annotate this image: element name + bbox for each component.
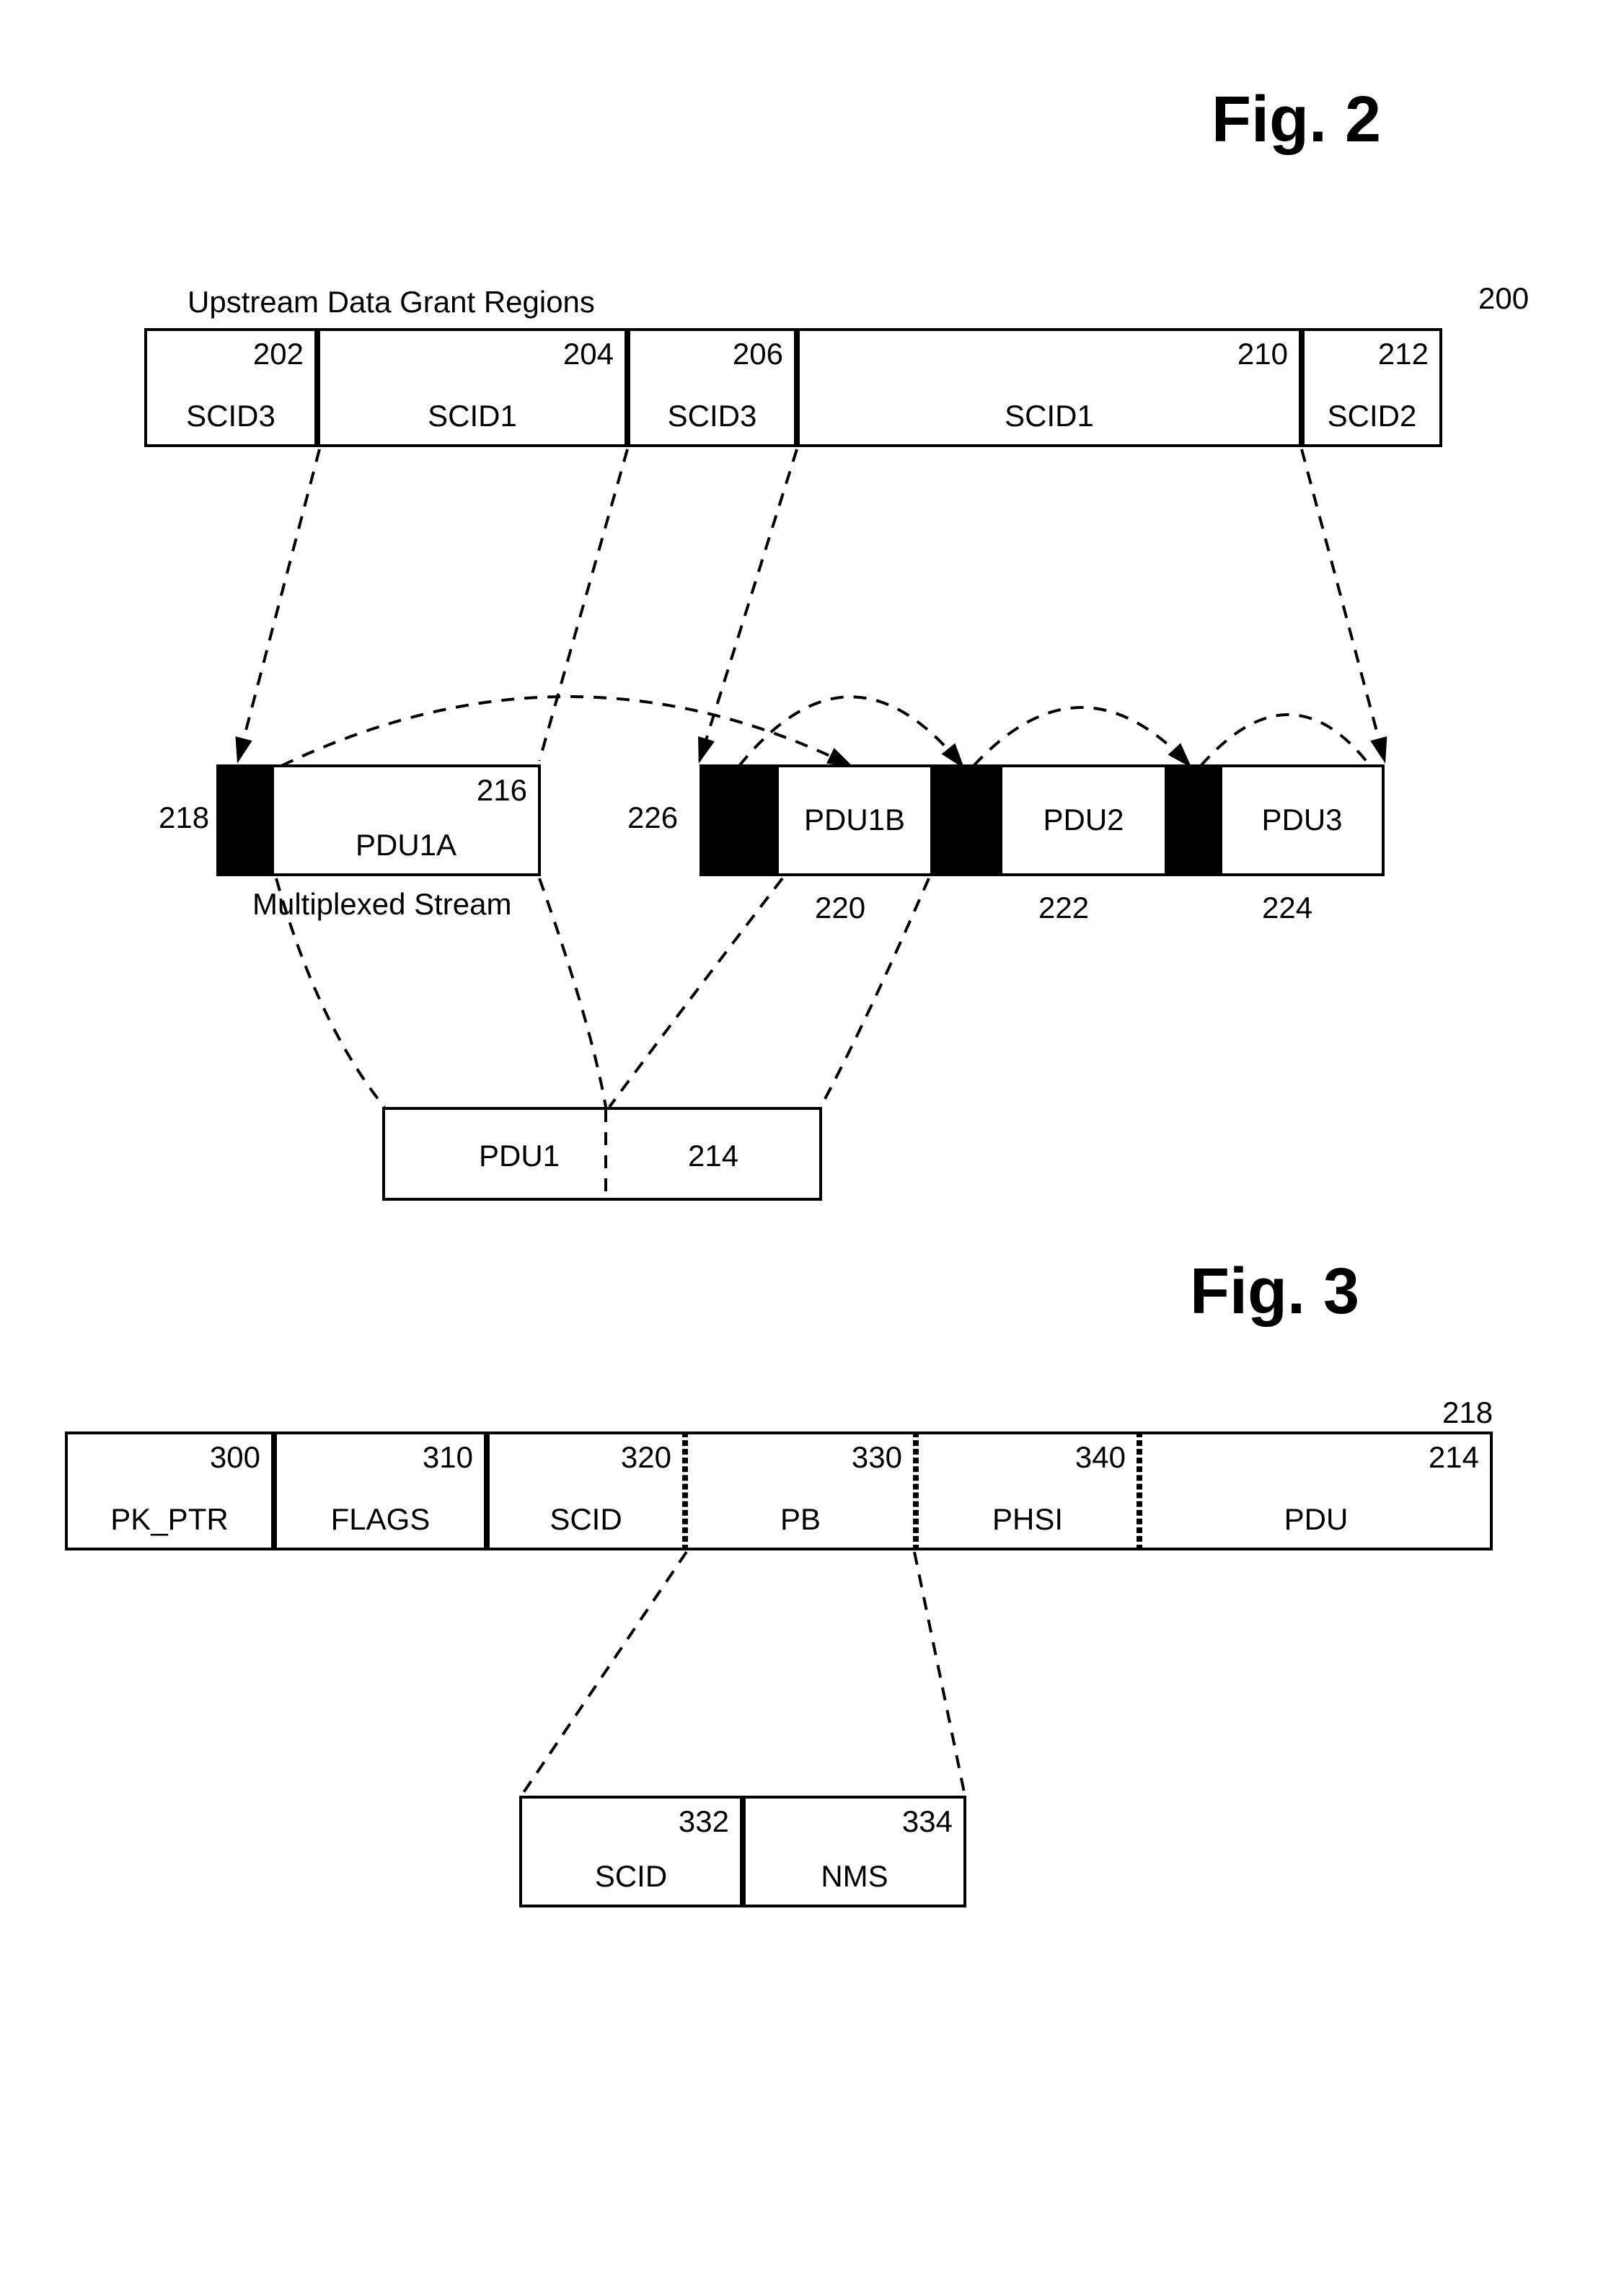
pdu3-num: 224 bbox=[1262, 891, 1312, 925]
f3-cell-5: 214 PDU bbox=[1139, 1431, 1493, 1550]
grant-num: 210 bbox=[1237, 337, 1288, 371]
f3-num: 330 bbox=[852, 1440, 902, 1475]
grant-num: 206 bbox=[733, 337, 783, 371]
f3-label: PDU bbox=[1142, 1502, 1490, 1537]
f3-label: PK_PTR bbox=[68, 1502, 271, 1537]
f3-label: PHSI bbox=[919, 1502, 1137, 1537]
grant-num: 204 bbox=[563, 337, 614, 371]
pdu1-box: PDU1 214 bbox=[382, 1107, 822, 1201]
fig3-title: Fig. 3 bbox=[1190, 1255, 1359, 1329]
pdu1a-num: 216 bbox=[477, 773, 527, 808]
pdu2-box: PDU2 bbox=[1002, 764, 1165, 876]
pb-detail-0: 332 SCID bbox=[519, 1796, 743, 1907]
grant-label: SCID3 bbox=[630, 399, 794, 433]
pdu3-label: PDU3 bbox=[1222, 803, 1382, 837]
grant-cell-0: 202 SCID3 bbox=[144, 328, 317, 447]
grant-label: SCID1 bbox=[320, 399, 625, 433]
fig2-header: Upstream Data Grant Regions bbox=[187, 285, 595, 319]
f3-label: FLAGS bbox=[277, 1502, 484, 1537]
f3-label: SCID bbox=[490, 1502, 682, 1537]
f3-num: 310 bbox=[423, 1440, 473, 1475]
pdu1-label: PDU1 bbox=[479, 1139, 560, 1173]
fig2-ref200: 200 bbox=[1478, 281, 1529, 316]
pdu1b-label: PDU1B bbox=[779, 803, 930, 837]
f3-num: 340 bbox=[1075, 1440, 1126, 1475]
fig2-ref226: 226 bbox=[627, 800, 678, 835]
stream-black3 bbox=[1165, 764, 1222, 876]
stream-black1 bbox=[700, 764, 779, 876]
grant-num: 212 bbox=[1378, 337, 1429, 371]
pb-detail-1: 334 NMS bbox=[743, 1796, 966, 1907]
pdu1a-label: PDU1A bbox=[274, 828, 538, 862]
f3-num: 300 bbox=[210, 1440, 260, 1475]
f3-cell-3: 330 PB bbox=[685, 1431, 916, 1550]
pb-num: 332 bbox=[679, 1804, 729, 1839]
pdu1-num: 214 bbox=[688, 1139, 738, 1173]
pb-label: NMS bbox=[746, 1859, 963, 1894]
fig2-ref218: 218 bbox=[159, 800, 209, 835]
f3-cell-4: 340 PHSI bbox=[916, 1431, 1139, 1550]
grant-label: SCID3 bbox=[147, 399, 314, 433]
grant-cell-2: 206 SCID3 bbox=[627, 328, 797, 447]
grant-cell-4: 212 SCID2 bbox=[1302, 328, 1442, 447]
pdu2-num: 222 bbox=[1038, 891, 1089, 925]
grant-cell-1: 204 SCID1 bbox=[317, 328, 627, 447]
stream-left-black bbox=[216, 764, 274, 876]
f3-cell-2: 320 SCID bbox=[487, 1431, 685, 1550]
pdu1b-box: PDU1B bbox=[779, 764, 930, 876]
grant-label: SCID1 bbox=[800, 399, 1299, 433]
f3-num: 320 bbox=[621, 1440, 671, 1475]
grant-label: SCID2 bbox=[1305, 399, 1439, 433]
pdu1a-box: 216 PDU1A bbox=[274, 764, 541, 876]
fig2-title: Fig. 2 bbox=[1212, 83, 1381, 157]
f3-cell-0: 300 PK_PTR bbox=[65, 1431, 274, 1550]
pdu3-box: PDU3 bbox=[1222, 764, 1385, 876]
stream-black2 bbox=[930, 764, 1002, 876]
multiplexed-label: Multiplexed Stream bbox=[252, 887, 511, 922]
f3-label: PB bbox=[688, 1502, 913, 1537]
pb-label: SCID bbox=[522, 1859, 740, 1894]
grant-cell-3: 210 SCID1 bbox=[797, 328, 1302, 447]
fig3-ref218: 218 bbox=[1442, 1395, 1493, 1430]
pb-num: 334 bbox=[902, 1804, 953, 1839]
f3-cell-1: 310 FLAGS bbox=[274, 1431, 487, 1550]
f3-num: 214 bbox=[1429, 1440, 1479, 1475]
pdu2-label: PDU2 bbox=[1002, 803, 1165, 837]
grant-num: 202 bbox=[253, 337, 304, 371]
pdu1b-num: 220 bbox=[815, 891, 865, 925]
